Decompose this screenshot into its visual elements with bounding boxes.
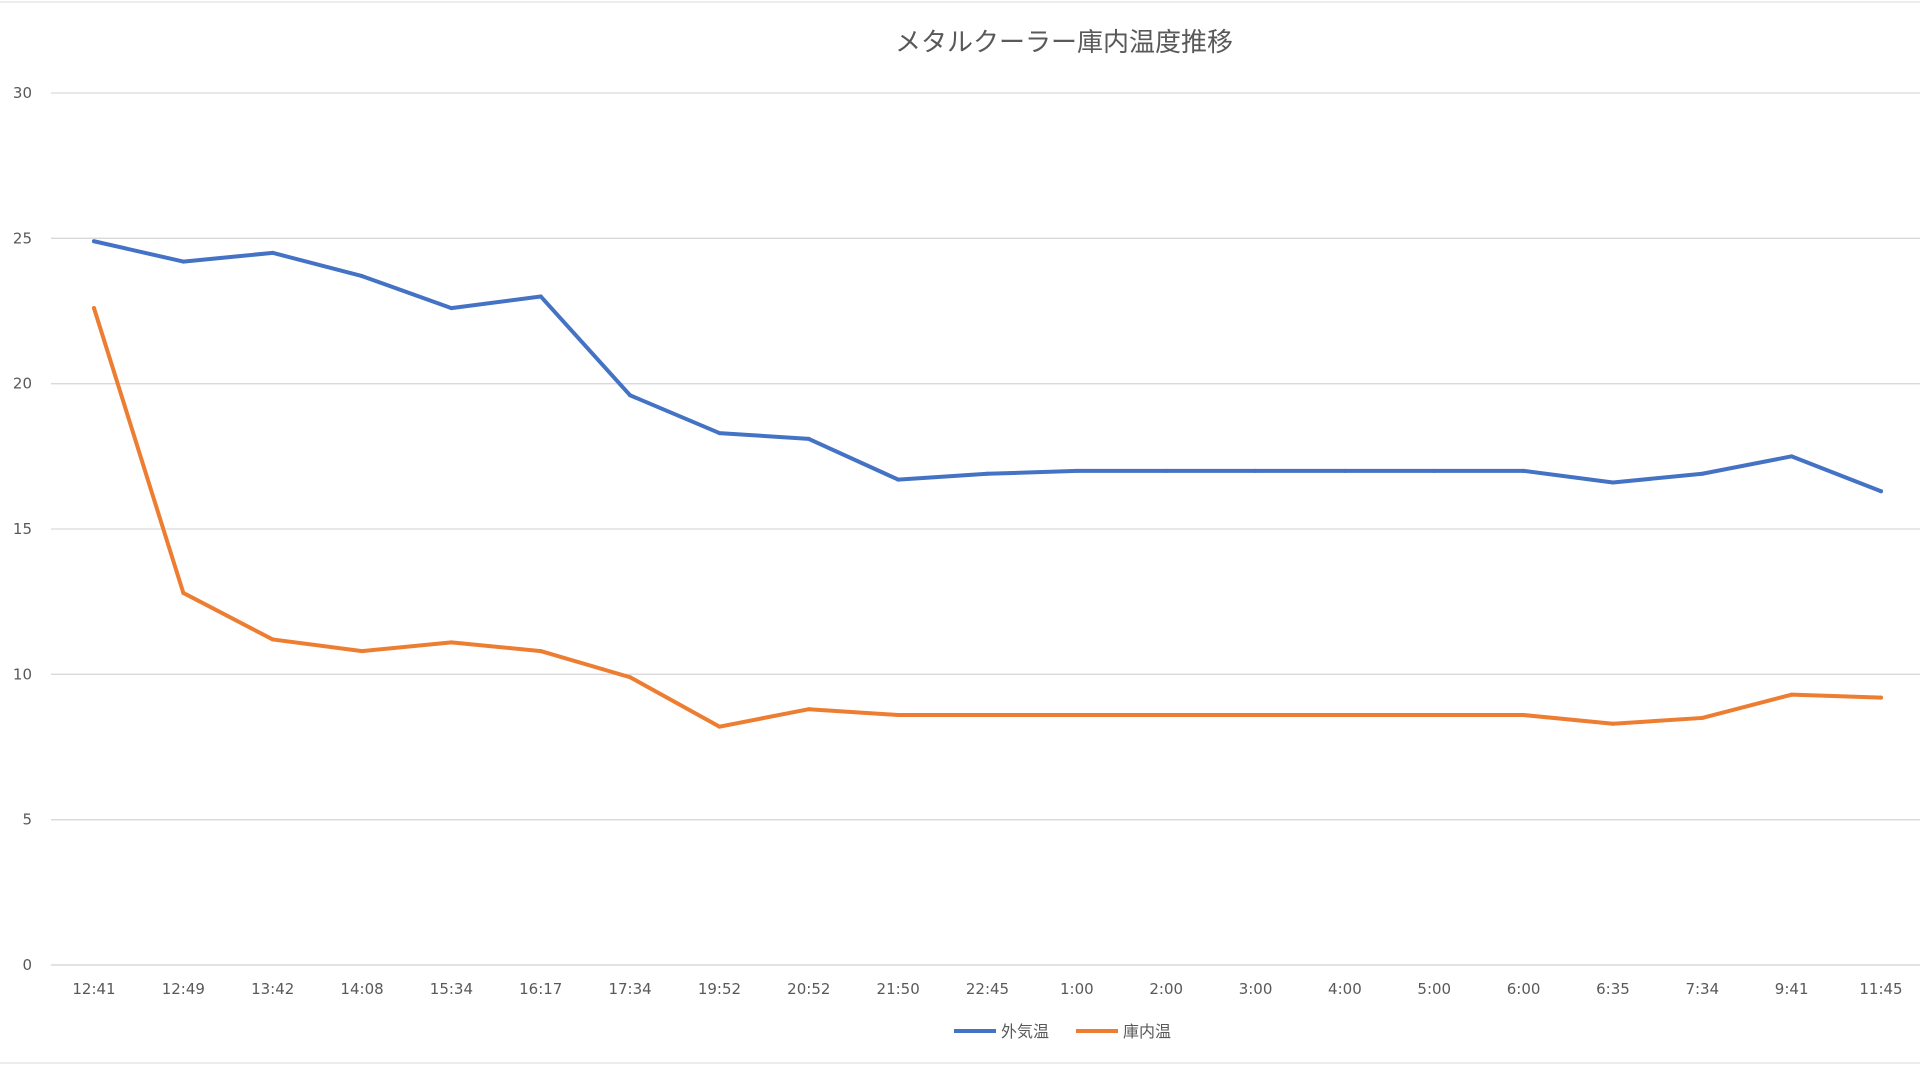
x-tick-label: 12:41 <box>72 980 115 998</box>
data-point <box>181 590 186 595</box>
data-point <box>1432 468 1437 473</box>
x-tick-label: 22:45 <box>966 980 1009 998</box>
x-tick-label: 20:52 <box>787 980 830 998</box>
data-point <box>1610 721 1615 726</box>
data-point <box>181 259 186 264</box>
data-point <box>449 640 454 645</box>
data-point <box>538 649 543 654</box>
x-tick-label: 2:00 <box>1149 980 1183 998</box>
data-point <box>1164 713 1169 718</box>
data-point <box>717 724 722 729</box>
data-point <box>360 649 365 654</box>
series-line-0 <box>92 239 1883 494</box>
data-point <box>896 477 901 482</box>
x-tick-label: 19:52 <box>698 980 741 998</box>
chart-title: メタルクーラー庫内温度推移 <box>895 28 1233 58</box>
y-tick-label: 0 <box>22 956 32 974</box>
x-tick-label: 11:45 <box>1859 980 1902 998</box>
data-point <box>985 713 990 718</box>
legend-label: 外気温 <box>1001 1022 1049 1041</box>
data-point <box>1074 468 1079 473</box>
data-point <box>1521 713 1526 718</box>
data-point <box>1700 471 1705 476</box>
data-point <box>360 274 365 279</box>
data-point <box>1700 715 1705 720</box>
y-tick-label: 5 <box>22 811 32 829</box>
data-point <box>1521 468 1526 473</box>
data-point <box>270 637 275 642</box>
data-point <box>1342 713 1347 718</box>
x-tick-label: 7:34 <box>1685 980 1719 998</box>
x-tick-label: 13:42 <box>251 980 294 998</box>
x-tick-label: 3:00 <box>1239 980 1273 998</box>
x-tick-label: 5:00 <box>1417 980 1451 998</box>
x-tick-label: 16:17 <box>519 980 562 998</box>
x-tick-label: 1:00 <box>1060 980 1094 998</box>
x-tick-label: 21:50 <box>877 980 920 998</box>
series-line-1 <box>92 306 1883 729</box>
data-point <box>92 239 96 244</box>
data-point <box>449 306 454 311</box>
data-point <box>1342 468 1347 473</box>
data-point <box>1610 480 1615 485</box>
data-point <box>717 431 722 436</box>
x-tick-label: 4:00 <box>1328 980 1362 998</box>
y-tick-label: 20 <box>13 375 32 393</box>
x-tick-label: 15:34 <box>430 980 473 998</box>
y-tick-label: 15 <box>13 520 32 538</box>
data-point <box>628 675 633 680</box>
data-point <box>1432 713 1437 718</box>
y-tick-label: 10 <box>13 665 32 683</box>
data-point <box>806 436 811 441</box>
x-tick-label: 17:34 <box>608 980 651 998</box>
y-tick-label: 30 <box>13 84 32 102</box>
data-point <box>1789 454 1794 459</box>
data-point <box>896 713 901 718</box>
x-tick-label: 9:41 <box>1775 980 1809 998</box>
x-tick-label: 12:49 <box>162 980 205 998</box>
data-point <box>1164 468 1169 473</box>
data-point <box>1253 713 1258 718</box>
data-point <box>1789 692 1794 697</box>
data-point <box>1253 468 1258 473</box>
x-tick-label: 14:08 <box>340 980 383 998</box>
data-point <box>1879 695 1883 700</box>
data-point <box>270 250 275 255</box>
x-tick-label: 6:00 <box>1507 980 1541 998</box>
data-point <box>92 306 96 311</box>
data-point <box>985 471 990 476</box>
data-point <box>1879 489 1883 494</box>
legend-label: 庫内温 <box>1123 1022 1171 1041</box>
x-tick-label: 6:35 <box>1596 980 1630 998</box>
data-point <box>538 294 543 299</box>
data-point <box>628 393 633 398</box>
data-point <box>1074 713 1079 718</box>
data-point <box>806 707 811 712</box>
y-tick-label: 25 <box>13 229 32 247</box>
